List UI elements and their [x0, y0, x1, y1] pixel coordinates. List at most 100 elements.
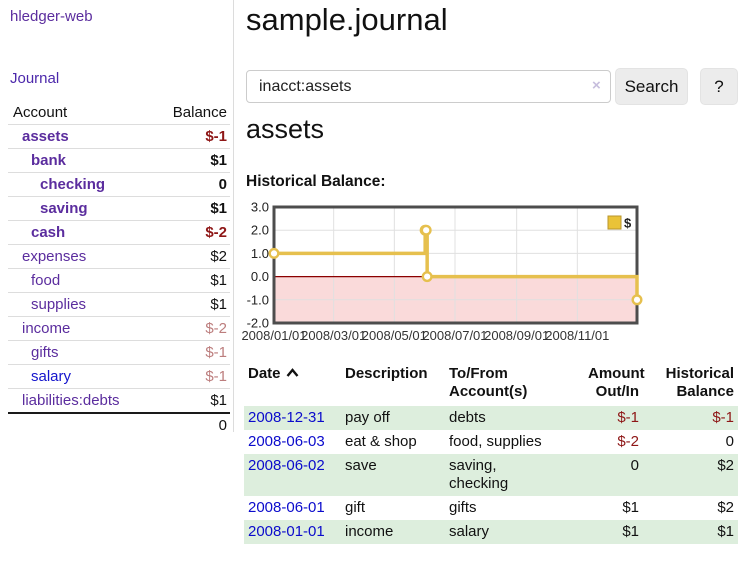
register-amount-cell: $-2: [617, 433, 639, 450]
register-amount-cell: 0: [630, 457, 639, 474]
description-column-header: Description: [345, 365, 428, 382]
transaction-date-link[interactable]: 2008-12-31: [248, 409, 325, 426]
account-total-balance: 0: [218, 417, 227, 434]
account-balance: $-1: [205, 368, 227, 385]
app-title[interactable]: hledger-web: [10, 8, 93, 25]
account-balance: $-2: [205, 224, 227, 241]
legend-swatch: [607, 215, 622, 230]
transaction-date-link[interactable]: 2008-06-03: [248, 433, 325, 450]
account-balance: $1: [210, 272, 227, 289]
sidebar-account-link[interactable]: assets: [22, 128, 69, 145]
account-row: bank $1: [8, 148, 230, 172]
legend-label: $: [624, 216, 632, 231]
register-amount-cell: $-1: [617, 409, 639, 426]
register-accounts-cell: debts: [449, 409, 486, 426]
sidebar-account-link[interactable]: checking: [40, 176, 106, 193]
register-rows: 2008-12-31 pay off debts $-1 $-1 2008-06-03 ea…: [244, 406, 738, 544]
svg-text:0.0: 0.0: [251, 269, 269, 284]
account-row: expenses $2: [8, 244, 230, 268]
svg-text:-2.0: -2.0: [247, 316, 269, 331]
help-button[interactable]: ?: [700, 68, 738, 105]
sidebar-account-link[interactable]: gifts: [31, 344, 59, 361]
sidebar-account-link[interactable]: income: [22, 320, 71, 337]
amount-column-header: Amount Out/In: [588, 365, 645, 400]
data-point-marker: [631, 294, 643, 306]
account-row: checking 0: [8, 172, 230, 196]
register-date-cell: 2008-06-02: [244, 454, 341, 478]
svg-text:2008/01/01: 2008/01/01: [241, 328, 306, 343]
chart-title-label: Historical Balance:: [246, 173, 386, 190]
balance-column-header: Balance: [172, 104, 227, 121]
register-row: 2008-06-01 gift gifts $1 $2: [244, 496, 738, 520]
register-description-cell: income: [345, 523, 394, 540]
account-row: income $-2: [8, 316, 230, 340]
register-row: 2008-12-31 pay off debts $-1 $-1: [244, 406, 738, 430]
register-description-cell: eat & shop: [345, 433, 417, 450]
account-balance: $-2: [205, 320, 227, 337]
account-balance: $-1: [205, 344, 227, 361]
account-balance: $1: [210, 296, 227, 313]
account-table-header: Account Balance: [8, 101, 230, 124]
sidebar-account-link[interactable]: liabilities:debts: [22, 392, 120, 409]
register-accounts-cell: food, supplies: [449, 433, 542, 450]
svg-text:2.0: 2.0: [251, 223, 269, 238]
svg-text:-1.0: -1.0: [247, 292, 269, 307]
sidebar-account-link[interactable]: bank: [31, 152, 67, 169]
account-balance: $1: [210, 152, 227, 169]
register-table: Date Description To/From Account(s) Amou…: [244, 362, 738, 544]
register-date-cell: 2008-06-01: [244, 496, 341, 520]
register-amount-cell: $1: [622, 523, 639, 540]
svg-text:2008/05/01: 2008/05/01: [362, 328, 427, 343]
data-point-marker: [420, 224, 432, 236]
transaction-date-link[interactable]: 2008-01-01: [248, 523, 325, 540]
register-accounts-cell: gifts: [449, 499, 477, 516]
register-description-cell: pay off: [345, 409, 390, 426]
sidebar-account-link[interactable]: salary: [31, 368, 72, 385]
svg-text:2008/03/01: 2008/03/01: [301, 328, 366, 343]
account-balance: $1: [210, 392, 227, 409]
register-description-cell: gift: [345, 499, 366, 516]
account-heading: assets: [246, 114, 325, 144]
search-input[interactable]: [246, 70, 611, 103]
account-row: assets $-1: [8, 124, 230, 148]
register-balance-cell: 0: [725, 433, 734, 450]
page-title: sample.journal: [246, 2, 448, 37]
account-row: cash $-2: [8, 220, 230, 244]
sidebar-account-link[interactable]: cash: [31, 224, 66, 241]
transaction-date-link[interactable]: 2008-06-01: [248, 499, 325, 516]
register-balance-cell: $1: [717, 523, 734, 540]
sidebar-item-journal[interactable]: Journal: [10, 70, 60, 87]
register-balance-cell: $2: [717, 457, 734, 474]
search-button[interactable]: Search: [615, 68, 688, 105]
sidebar-account-link[interactable]: food: [31, 272, 61, 289]
sidebar-account-link[interactable]: saving: [40, 200, 88, 217]
tofrom-column-header: To/From Account(s): [449, 365, 528, 400]
transaction-date-link[interactable]: 2008-06-02: [248, 457, 325, 474]
account-column-header: Account: [13, 104, 68, 121]
account-balance: 0: [218, 176, 227, 193]
svg-text:2008/07/01: 2008/07/01: [422, 328, 487, 343]
historical-balance-chart: 3.0 2.0 1.0 0.0 -1.0 -2.02008/01/012008/03/01…: [241, 200, 643, 343]
account-rows: assets $-1 bank $1 checking 0 saving $1 cash $-2 e…: [8, 124, 230, 412]
account-row: liabilities:debts $1: [8, 388, 230, 412]
account-row: saving $1: [8, 196, 230, 220]
svg-text:2008/09/01: 2008/09/01: [484, 328, 549, 343]
account-total-row: 0: [8, 412, 230, 437]
date-column-header[interactable]: Date: [244, 362, 341, 388]
clear-search-icon[interactable]: ×: [592, 77, 601, 94]
sidebar-account-link[interactable]: supplies: [31, 296, 87, 313]
svg-text:3.0: 3.0: [251, 200, 269, 215]
account-row: gifts $-1: [8, 340, 230, 364]
register-amount-cell: $1: [622, 499, 639, 516]
register-accounts-cell: saving, checking: [449, 457, 509, 492]
register-description-cell: save: [345, 457, 377, 474]
sidebar-account-link[interactable]: expenses: [22, 248, 87, 265]
balance-column-header: Historical Balance: [665, 365, 734, 400]
register-balance-cell: $2: [717, 499, 734, 516]
register-date-cell: 2008-01-01: [244, 520, 341, 544]
data-point-marker: [268, 247, 280, 259]
account-row: supplies $1: [8, 292, 230, 316]
account-balance: $2: [210, 248, 227, 265]
register-header-row: Date Description To/From Account(s) Amou…: [244, 362, 738, 406]
data-point-marker: [421, 271, 433, 283]
